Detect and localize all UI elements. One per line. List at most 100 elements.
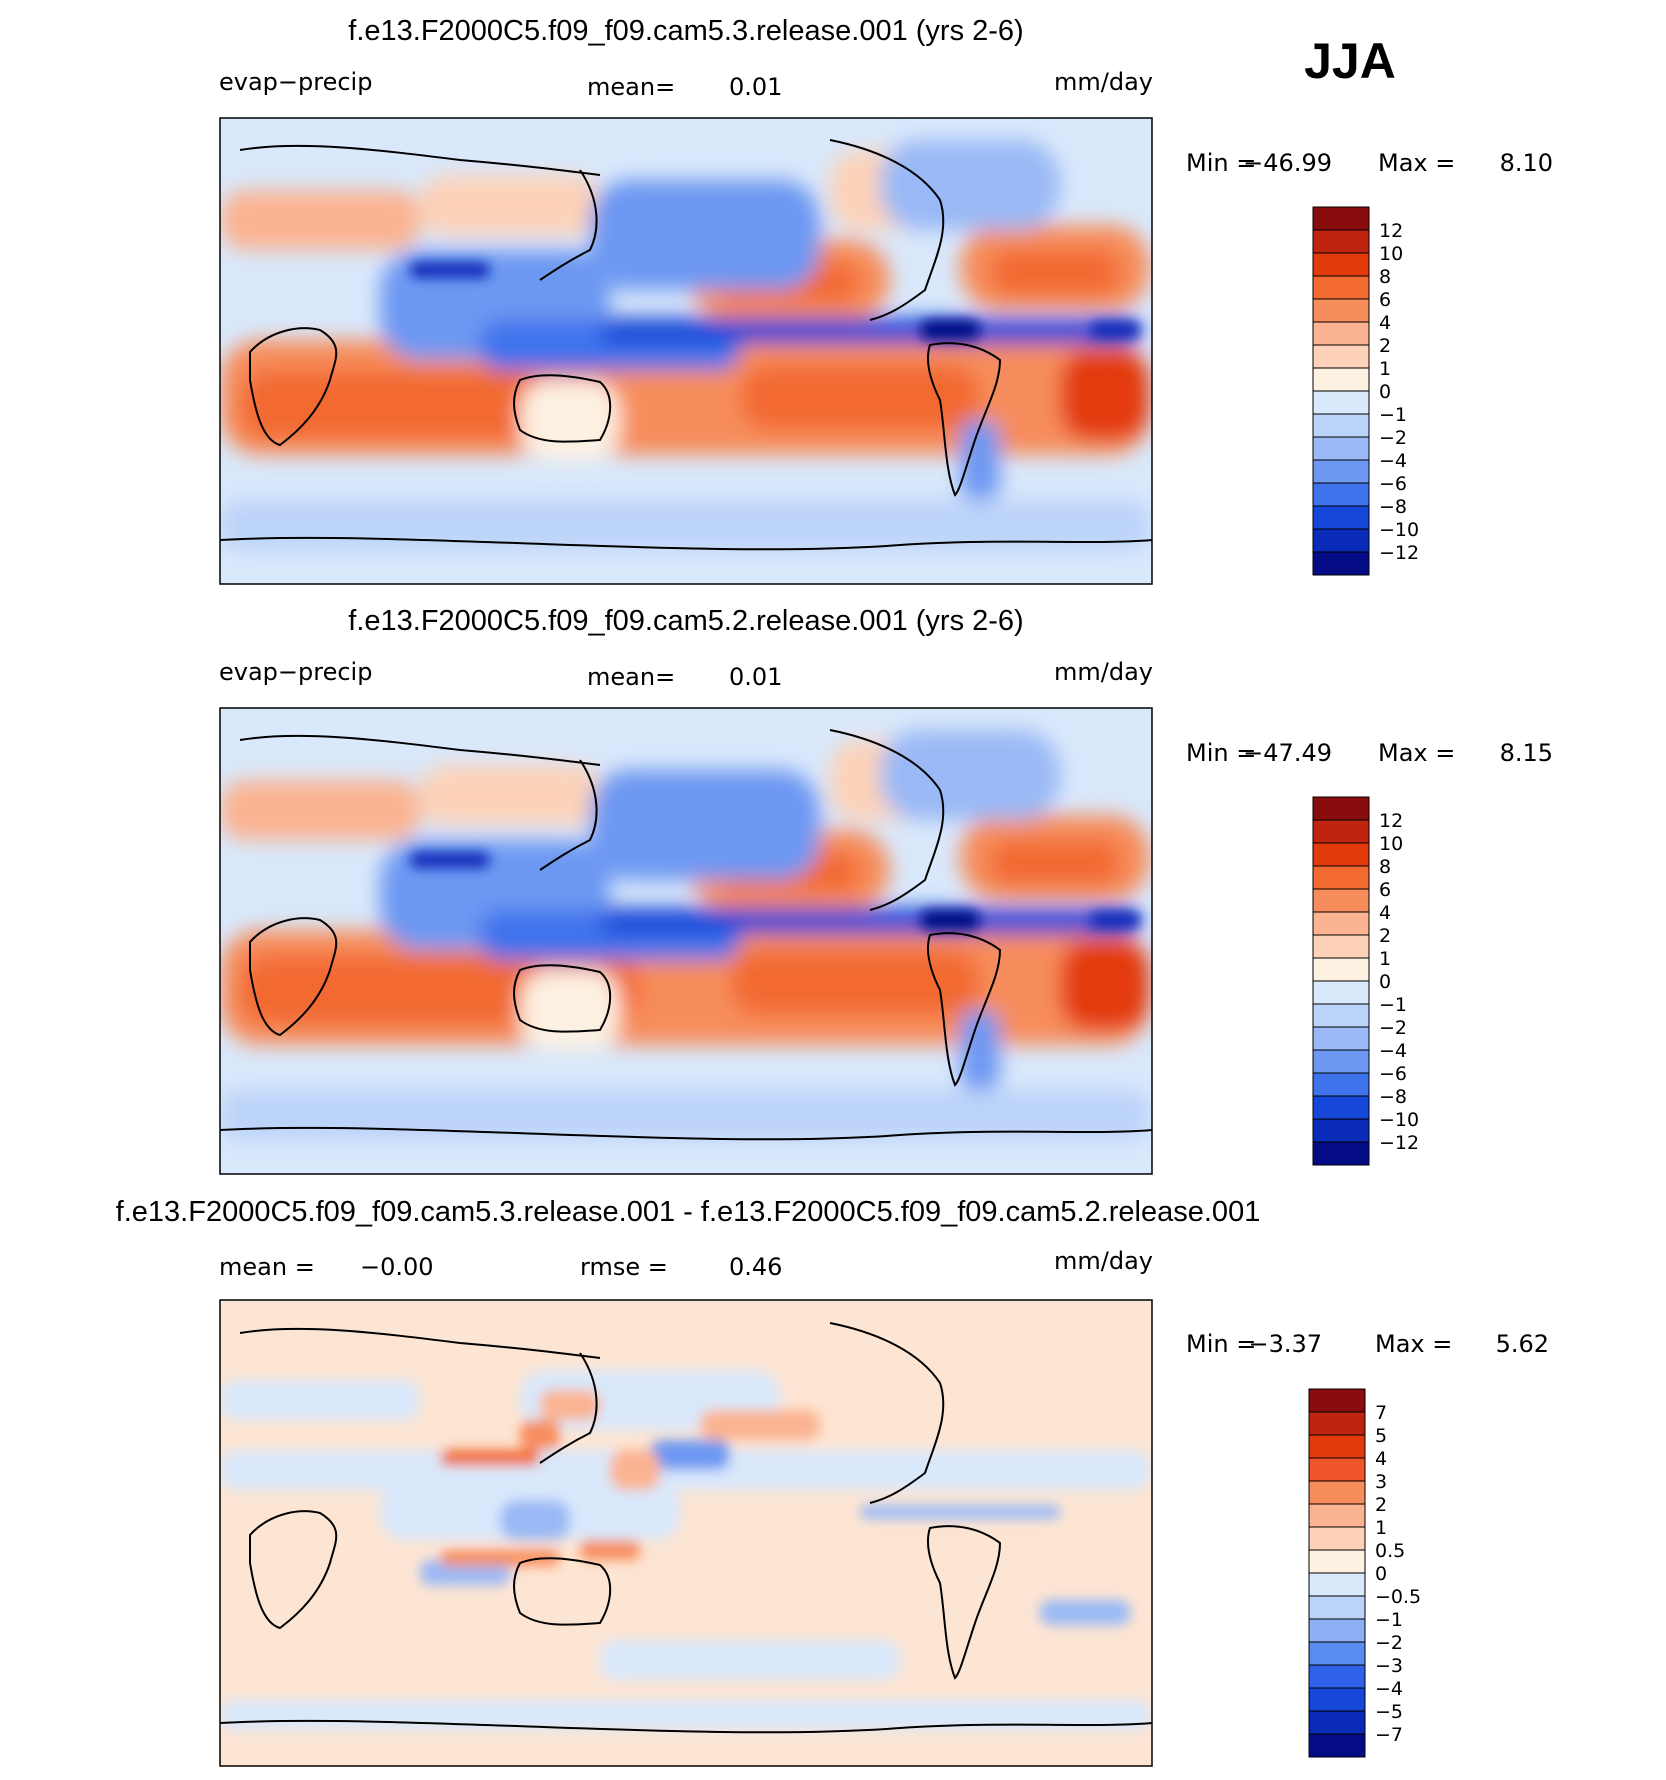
colorbar-tick-label: −10 <box>1379 1109 1419 1131</box>
colorbar-swatch <box>1312 482 1370 507</box>
colorbar-swatch <box>1312 275 1370 300</box>
colorbar-tick-label: 0.5 <box>1375 1540 1405 1562</box>
colorbar-tick-label: 10 <box>1379 243 1403 265</box>
colorbar-tick-label: 8 <box>1379 266 1391 288</box>
colorbar-swatch <box>1308 1411 1366 1436</box>
field-region <box>880 140 1060 230</box>
panel-cam53-mean-value: 0.01 <box>729 73 782 101</box>
field-region <box>420 1560 510 1585</box>
field-region <box>860 1505 1060 1519</box>
panel-difference-map <box>220 1300 1152 1766</box>
colorbar-tick-label: 4 <box>1379 312 1391 334</box>
panel-cam52-mean-label: mean= <box>587 663 675 691</box>
panel-difference-mean-label: mean = <box>219 1253 315 1281</box>
colorbar-tick-label: −1 <box>1375 1609 1403 1631</box>
field-region <box>960 1010 1000 1090</box>
panel-cam52-variable: evap−precip <box>219 658 372 686</box>
field-region <box>880 730 1060 820</box>
colorbar-tick-label: −12 <box>1379 542 1419 564</box>
colorbar-swatch <box>1312 865 1370 890</box>
panel-difference-rmse-value: 0.46 <box>729 1253 782 1281</box>
field-region <box>600 908 1140 934</box>
colorbar-swatch <box>1312 390 1370 415</box>
colorbar-tick-label: −2 <box>1379 1017 1407 1039</box>
field-region <box>580 1540 640 1560</box>
colorbar-tick-label: −6 <box>1379 473 1407 495</box>
colorbar-swatch <box>1312 344 1370 369</box>
panel-difference-min-value: −3.37 <box>1248 1330 1322 1358</box>
panel-cam52-map <box>220 708 1152 1174</box>
colorbar-tick-label: 6 <box>1379 289 1391 311</box>
colorbar-tick-label: 5 <box>1375 1425 1387 1447</box>
colorbar-tick-label: 0 <box>1379 971 1391 993</box>
field-region <box>610 1450 660 1490</box>
panel-cam52-mean-value: 0.01 <box>729 663 782 691</box>
colorbar-swatch <box>1312 911 1370 936</box>
colorbar-swatch <box>1312 551 1370 576</box>
colorbar-swatch <box>1312 505 1370 530</box>
colorbar-swatch <box>1312 436 1370 461</box>
panel-difference-title: f.e13.F2000C5.f09_f09.cam5.3.release.001… <box>116 1196 1261 1228</box>
colorbar-tick-label: −4 <box>1379 450 1407 472</box>
colorbar-swatch <box>1312 1141 1370 1166</box>
colorbar-swatch <box>1312 321 1370 346</box>
colorbar-swatch <box>1308 1480 1366 1505</box>
colorbar-tick-label: −5 <box>1375 1701 1403 1723</box>
colorbar-swatch <box>1308 1618 1366 1643</box>
colorbar-tick-label: 2 <box>1375 1494 1387 1516</box>
map-background <box>220 1300 1152 1766</box>
field-region <box>590 180 820 290</box>
colorbar-tick-label: −2 <box>1375 1632 1403 1654</box>
panel-cam53-min-value: −46.99 <box>1243 149 1332 177</box>
colorbar-tick-label: 10 <box>1379 833 1403 855</box>
panel-cam53-map <box>220 118 1152 584</box>
field-region <box>960 420 1000 500</box>
panel-difference-frame <box>219 1299 1153 1767</box>
colorbar-swatch <box>1312 413 1370 438</box>
panel-difference-max-label: Max = <box>1375 1330 1452 1358</box>
field-region <box>1090 322 1140 338</box>
colorbar-swatch <box>1312 1072 1370 1097</box>
colorbar-tick-label: 1 <box>1379 358 1391 380</box>
panel-cam53-max-value: 8.10 <box>1500 149 1553 177</box>
colorbar-tick-label: 6 <box>1379 879 1391 901</box>
colorbar-swatch <box>1308 1457 1366 1482</box>
field-region <box>920 320 980 340</box>
colorbar-swatch <box>1312 957 1370 982</box>
colorbar-swatch <box>1312 1049 1370 1074</box>
colorbar-tick-label: −0.5 <box>1375 1586 1421 1608</box>
colorbar-swatch <box>1308 1434 1366 1459</box>
colorbar-swatch <box>1312 934 1370 959</box>
panel-cam52-frame <box>219 707 1153 1175</box>
panel-cam52-title: f.e13.F2000C5.f09_f09.cam5.2.release.001… <box>348 605 1023 637</box>
panel-cam52-min-value: −47.49 <box>1243 739 1332 767</box>
colorbar-tick-label: −2 <box>1379 427 1407 449</box>
field-region <box>220 1090 1150 1140</box>
field-region <box>520 380 620 460</box>
field-region <box>600 318 1140 344</box>
colorbar-tick-label: 0 <box>1379 381 1391 403</box>
field-region <box>420 765 600 825</box>
colorbar-swatch <box>1312 528 1370 553</box>
field-region <box>220 500 1150 550</box>
field-region <box>1060 940 1150 1030</box>
colorbar-swatch <box>1312 819 1370 844</box>
field-region <box>520 1420 560 1450</box>
colorbar-swatch <box>1308 1503 1366 1528</box>
panel-difference-max-value: 5.62 <box>1496 1330 1549 1358</box>
panel-cam53: f.e13.F2000C5.f09_f09.cam5.3.release.001… <box>219 15 1553 585</box>
colorbar-tick-label: 12 <box>1379 220 1403 242</box>
colorbar-tick-label: −8 <box>1379 1086 1407 1108</box>
panel-cam53-min-label: Min = <box>1186 149 1256 177</box>
panel-cam53-frame <box>219 117 1153 585</box>
field-region <box>700 1410 820 1440</box>
field-region <box>590 770 820 880</box>
colorbar-tick-label: 2 <box>1379 925 1391 947</box>
colorbar-swatch <box>1312 252 1370 277</box>
panel-difference: f.e13.F2000C5.f09_f09.cam5.3.release.001… <box>116 1196 1549 1767</box>
panel-difference-rmse-label: rmse = <box>580 1253 668 1281</box>
colorbar-tick-label: −7 <box>1375 1724 1403 1746</box>
